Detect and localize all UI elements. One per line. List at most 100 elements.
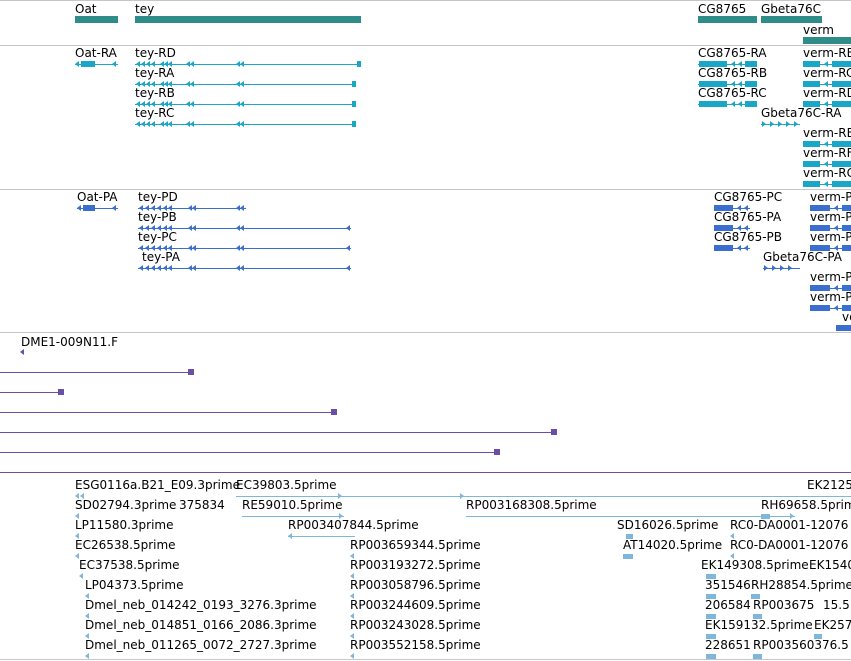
est-label[interactable]: LP11580.3prime	[75, 518, 174, 532]
protein-label-gbeta76c-pa[interactable]: Gbeta76C-PA	[763, 250, 843, 264]
est-label[interactable]: RP003560376.5	[753, 638, 849, 652]
feature-exon[interactable]	[753, 653, 762, 659]
est-label[interactable]: RP003058796.5prime	[350, 578, 481, 592]
gene-label-cg8765[interactable]: CG8765	[698, 2, 747, 16]
feature-exon[interactable]	[810, 225, 830, 231]
transcript-label-oat-ra[interactable]: Oat-RA	[75, 46, 117, 60]
feature-exon[interactable]	[626, 533, 633, 539]
protein-label-cg8765-pc[interactable]: CG8765-PC	[714, 190, 783, 204]
transcript-label-cg8765-rb[interactable]: CG8765-RB	[698, 66, 768, 80]
est-label[interactable]: RP003168308.5prime	[466, 498, 597, 512]
clone-read-end[interactable]	[494, 449, 500, 455]
clone-read-line[interactable]	[0, 452, 494, 453]
feature-exon[interactable]	[832, 101, 851, 107]
transcript-label-verm-rg[interactable]: verm-RG	[803, 166, 851, 180]
est-label[interactable]: RP003552158.5prime	[350, 638, 481, 652]
clone-read-end[interactable]	[58, 389, 64, 395]
est-label[interactable]: RH69658.5prime	[761, 498, 851, 512]
transcript-label-verm-rc[interactable]: verm-RC	[803, 66, 851, 80]
est-label[interactable]: 228651	[705, 638, 751, 652]
est-label[interactable]: RP003675	[753, 598, 815, 612]
transcript-label-verm-rb[interactable]: verm-RB	[803, 46, 851, 60]
feature-exon[interactable]	[842, 225, 851, 231]
clone-read-end[interactable]	[188, 369, 194, 375]
feature-intron-line[interactable]	[138, 228, 351, 229]
protein-label-tey-pb[interactable]: tey-PB	[138, 210, 177, 224]
feature-intron-line[interactable]	[698, 84, 757, 85]
feature-exon[interactable]	[842, 305, 851, 311]
feature-exon[interactable]	[832, 161, 851, 167]
feature-exon[interactable]	[699, 61, 727, 67]
feature-intron-line[interactable]	[810, 248, 851, 249]
feature-exon[interactable]	[810, 205, 830, 211]
est-label[interactable]: Dmel_neb_014851_0166_2086.3prime	[85, 618, 317, 632]
est-read-line[interactable]	[242, 516, 344, 517]
feature-exon[interactable]	[714, 225, 733, 231]
feature-exon[interactable]	[699, 81, 727, 87]
feature-exon[interactable]	[832, 61, 851, 67]
feature-exon[interactable]	[803, 101, 820, 107]
feature-exon[interactable]	[357, 61, 361, 67]
feature-intron-line[interactable]	[810, 208, 851, 209]
est-label[interactable]: RP003193272.5prime	[350, 558, 481, 572]
transcript-label-gbeta76c-ra[interactable]: Gbeta76C-RA	[761, 106, 842, 120]
est-read-line[interactable]	[466, 516, 795, 517]
feature-exon[interactable]	[714, 245, 733, 251]
est-label[interactable]: EK2125	[807, 478, 851, 492]
protein-label-tey-pa[interactable]: tey-PA	[142, 250, 180, 264]
est-label[interactable]: RC0-DA0001-12076	[730, 538, 849, 552]
est-label[interactable]: 206584	[705, 598, 751, 612]
feature-exon[interactable]	[803, 81, 820, 87]
clone-label-dme1-009n11[interactable]: DME1-009N11.F	[21, 335, 119, 349]
transcript-label-tey-rd[interactable]: tey-RD	[135, 46, 176, 60]
gene-oat[interactable]	[75, 15, 118, 23]
protein-label-verm-p[interactable]: ve	[842, 310, 851, 324]
feature-exon[interactable]	[803, 61, 820, 67]
clone-read-line[interactable]	[0, 392, 58, 393]
transcript-label-verm-re[interactable]: verm-RE	[803, 126, 851, 140]
gene-label-verm[interactable]: verm	[803, 23, 834, 37]
feature-exon[interactable]	[714, 205, 733, 211]
est-label[interactable]: 375834	[179, 498, 225, 512]
feature-exon[interactable]	[352, 121, 356, 127]
feature-exon[interactable]	[810, 305, 830, 311]
est-label[interactable]: LP04373.5prime	[85, 578, 184, 592]
gene-gbeta76c[interactable]	[761, 15, 822, 23]
est-label[interactable]: ESG0116a.B21_E09.3prime	[75, 478, 240, 492]
est-label[interactable]: 351546	[705, 578, 751, 592]
feature-exon[interactable]	[699, 101, 727, 107]
gene-label-tey[interactable]: tey	[135, 2, 155, 16]
gene-verm[interactable]	[803, 36, 851, 44]
clone-read-end[interactable]	[551, 429, 557, 435]
protein-label-verm-p[interactable]: verm-P	[810, 290, 851, 304]
est-label[interactable]: EC37538.5prime	[79, 558, 180, 572]
protein-label-verm-p[interactable]: verm-P	[810, 270, 851, 284]
feature-intron-line[interactable]	[135, 124, 356, 125]
feature-exon[interactable]	[623, 553, 633, 559]
est-label[interactable]: Dmel_neb_014242_0193_3276.3prime	[85, 598, 317, 612]
feature-intron-line[interactable]	[135, 64, 361, 65]
clone-read-line[interactable]	[0, 372, 188, 373]
feature-exon[interactable]	[706, 593, 716, 599]
est-label[interactable]: EK159132.5prime	[705, 618, 813, 632]
feature-exon[interactable]	[842, 245, 851, 251]
feature-exon[interactable]	[803, 141, 820, 147]
protein-label-cg8765-pa[interactable]: CG8765-PA	[714, 210, 782, 224]
est-label[interactable]: RP003407844.5prime	[288, 518, 419, 532]
feature-intron-line[interactable]	[75, 64, 118, 65]
feature-exon[interactable]	[706, 633, 716, 639]
protein-label-verm-p[interactable]: verm-P	[810, 210, 851, 224]
feature-exon[interactable]	[842, 205, 851, 211]
feature-intron-line[interactable]	[135, 104, 356, 105]
feature-exon[interactable]	[706, 653, 716, 659]
feature-intron-line[interactable]	[138, 248, 351, 249]
gene-label-gbeta76c[interactable]: Gbeta76C	[761, 2, 822, 16]
est-label[interactable]: EK257	[814, 618, 851, 632]
est-read-line[interactable]	[288, 536, 355, 537]
transcript-label-tey-rc[interactable]: tey-RC	[135, 106, 175, 120]
clone-read-line[interactable]	[0, 412, 331, 413]
feature-exon[interactable]	[761, 513, 770, 519]
est-label[interactable]: SD16026.5prime	[617, 518, 719, 532]
feature-exon[interactable]	[706, 613, 716, 619]
feature-intron-line[interactable]	[810, 308, 851, 309]
